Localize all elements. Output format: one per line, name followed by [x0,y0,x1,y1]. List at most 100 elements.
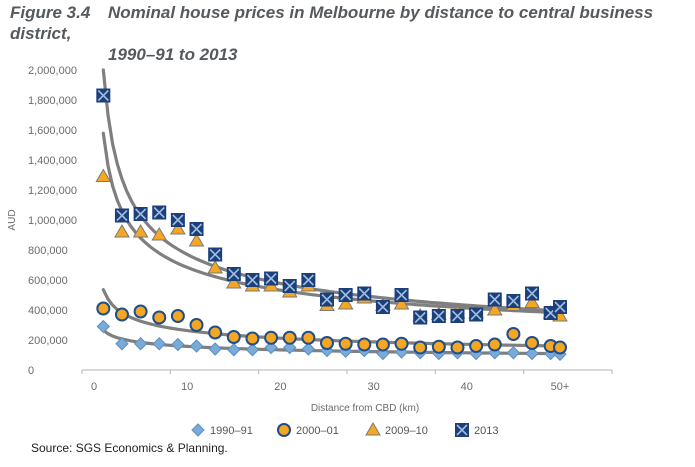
data-point [264,271,279,286]
data-point [320,336,334,350]
data-point [283,340,297,355]
y-tick-label: 200,000 [28,335,68,347]
y-tick-label: 1,000,000 [28,215,77,227]
data-point [152,205,167,220]
marker-cross [377,301,389,313]
trendline [101,68,562,313]
legend: 1990–91 2000–01 2009–10 2013 [191,422,498,437]
data-point [375,337,390,352]
x-tick-label: 20 [274,381,286,393]
marker-cross [414,311,426,324]
data-point [338,336,353,351]
data-point [553,340,567,355]
figure-number: Figure 3.4 [10,3,91,22]
data-point [301,330,316,345]
marker-cross [321,293,333,306]
data-point [394,288,409,302]
series-2013 [96,88,567,325]
y-tick-label: 1,200,000 [28,185,77,197]
y-tick-label: 800,000 [28,245,68,257]
x-tick-label: 10 [181,381,193,393]
marker-cross [228,268,240,280]
data-point [208,325,223,340]
marker-cross [358,287,370,300]
marker-cross [451,310,464,322]
data-point [133,337,148,351]
data-point [170,221,186,235]
marker-cross [507,295,519,307]
marker-cross [526,287,538,300]
data-point [115,337,129,351]
y-tick-label: 400,000 [28,305,68,317]
data-point [189,318,204,332]
data-point [338,288,353,302]
data-point [152,337,166,351]
data-point [394,336,409,351]
data-point [506,346,521,360]
data-point [245,273,260,287]
y-axis: 0 200,000 400,000 600,000 800,000 1,000,000 1,… [7,65,77,377]
data-point [208,342,222,356]
data-point [133,207,148,221]
data-point [450,309,465,323]
data-point [207,260,224,274]
x-axis-label: Distance from CBD (km) [311,403,419,414]
data-point [96,88,111,103]
data-point [152,310,167,325]
data-point [469,339,484,353]
figure-title-line2: 1990–91 to 2013 [108,45,238,64]
marker-cross [395,289,408,301]
marker-cross [97,89,109,102]
data-point [413,340,428,355]
data-point [170,309,185,323]
marker-cross [246,274,259,286]
x-tick-label: 40 [461,381,473,393]
data-point [450,340,465,355]
data-point [188,233,205,247]
y-tick-label: 600,000 [28,275,68,287]
legend-label: 2013 [474,425,498,437]
data-point [114,224,130,238]
data-point [320,292,334,307]
data-point [189,339,204,353]
data-point [225,275,242,289]
data-point [553,300,567,314]
data-point [151,227,168,241]
data-point [469,307,484,322]
data-point [301,273,316,287]
data-point [413,310,428,325]
data-point [487,337,502,352]
legend-marker [455,423,469,437]
y-tick-label: 1,400,000 [28,155,77,167]
y-axis-label: AUD [7,209,18,230]
legend-marker [191,423,205,437]
data-point [133,304,148,319]
marker-cross [284,280,296,292]
legend-item: 2009–10 [365,422,428,437]
data-point [95,168,112,182]
legend-label: 1990–91 [210,425,253,437]
y-tick-label: 1,800,000 [28,95,77,107]
data-point [114,208,129,223]
data-point [264,340,278,355]
source-note: Source: SGS Economics & Planning. [31,441,228,455]
marker-cross [135,208,147,220]
figure-title: Figure 3.4 Nominal house prices in Melbou… [10,2,690,65]
data-point [96,301,111,316]
marker-cross [190,223,203,235]
data-point [357,286,372,301]
data-point [132,224,149,238]
data-point [525,286,540,301]
data-point [393,296,410,310]
legend-label: 2009–10 [385,425,428,437]
figure-title-line1: Nominal house prices in Melbourne by dis… [10,3,654,43]
marker-cross [554,301,566,313]
marker-cross [116,209,128,222]
y-tick-label: 1,600,000 [28,125,77,137]
legend-label: 2000–01 [296,425,339,437]
data-point [208,247,223,262]
data-points [95,88,568,361]
data-point [245,343,260,357]
marker-cross [172,214,184,226]
